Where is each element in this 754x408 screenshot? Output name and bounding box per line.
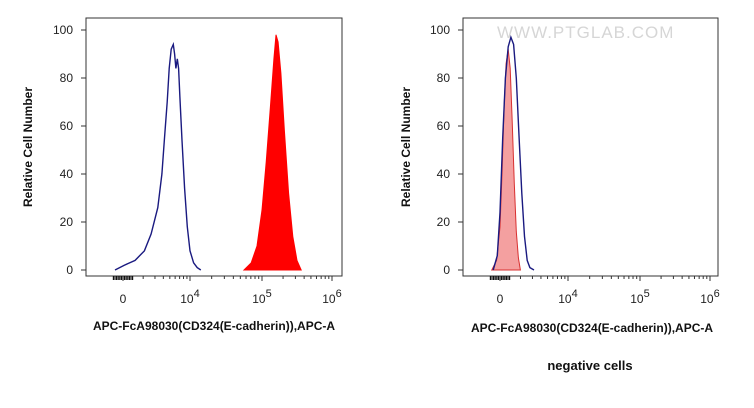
y-tick-label: 100 <box>430 23 450 37</box>
y-tick-label: 60 <box>437 119 451 133</box>
x-tick-label: 106 <box>322 288 341 306</box>
y-tick-label: 40 <box>437 167 451 181</box>
x-tick-label: 0 <box>120 292 127 306</box>
y-tick-label: 20 <box>437 215 451 229</box>
histogram-outline-series <box>492 34 535 271</box>
x-axis-title: APC-FcA98030(CD324(E-cadherin)),APC-A <box>471 321 713 335</box>
histogram-outline-series <box>114 41 202 271</box>
histogram-panel-left: 0 20 40 60 80 100 0 104 105 106 Relative Cell Numb… <box>21 17 343 333</box>
y-axis-title: Relative Cell Number <box>21 87 35 207</box>
x-axis-title: APC-FcA98030(CD324(E-cadherin)),APC-A <box>93 319 335 333</box>
histogram-filled-series <box>242 34 302 271</box>
y-tick-label: 0 <box>66 263 73 277</box>
plot-frame <box>462 17 719 277</box>
x-tick-label: 0 <box>497 292 504 306</box>
histogram-panel-right: 0 20 40 60 80 100 0 104 105 106 Relative Cell Numb… <box>399 17 720 335</box>
y-tick-label: 80 <box>60 71 74 85</box>
watermark-text: WWW.PTGLAB.COM <box>497 23 674 42</box>
x-tick-label: 104 <box>180 288 199 306</box>
x-tick-label: 105 <box>630 288 649 306</box>
x-tick-label: 104 <box>558 288 577 306</box>
y-tick-label: 100 <box>53 23 73 37</box>
y-axis-title: Relative Cell Number <box>399 87 413 207</box>
y-tick-label: 0 <box>443 263 450 277</box>
x-tick-label: 105 <box>252 288 271 306</box>
x-tick-label: 106 <box>700 288 719 306</box>
y-tick-label: 60 <box>60 119 74 133</box>
y-tick-label: 80 <box>437 71 451 85</box>
plot-frame <box>85 17 343 277</box>
panel-caption: negative cells <box>547 358 632 373</box>
y-tick-label: 40 <box>60 167 74 181</box>
y-tick-label: 20 <box>60 215 74 229</box>
